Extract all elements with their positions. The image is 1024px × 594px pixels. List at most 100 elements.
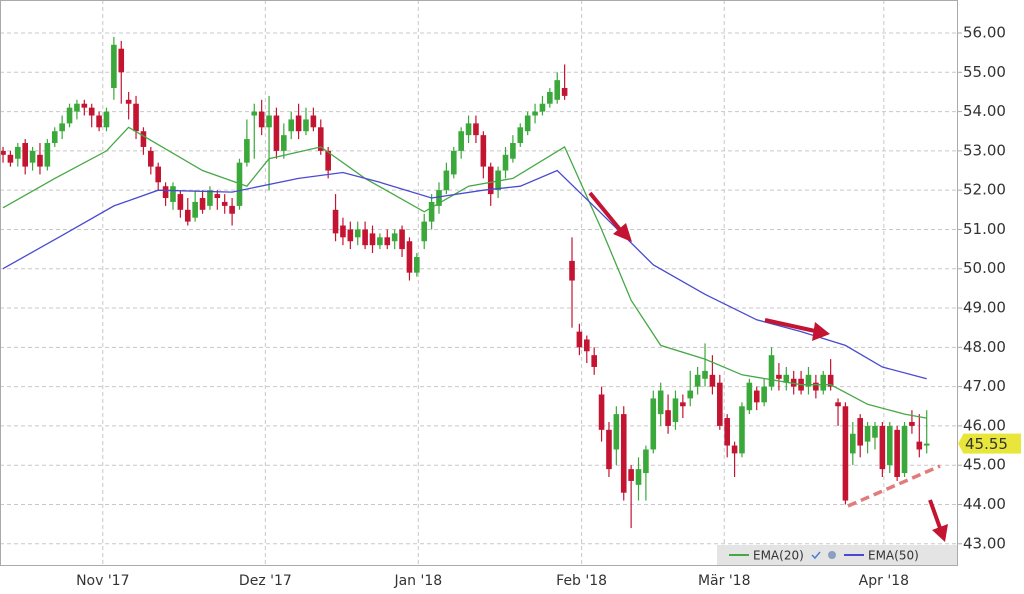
arrow: [928, 499, 942, 529]
candle-body: [428, 201, 435, 222]
candle-body: [347, 229, 354, 242]
candle: [251, 103, 258, 159]
candle-body: [221, 201, 228, 206]
candle-body: [354, 229, 361, 238]
candle: [414, 253, 420, 277]
candle: [842, 402, 849, 505]
candle-body: [827, 374, 834, 387]
candle: [458, 127, 464, 159]
candle-body: [783, 374, 790, 383]
candle: [694, 366, 701, 395]
candle: [406, 237, 413, 281]
y-tick-label: 49.00: [963, 299, 1006, 317]
candle: [620, 406, 627, 501]
x-tick-label: Feb '18: [556, 573, 607, 589]
candle-body: [258, 111, 265, 128]
candle: [465, 115, 472, 144]
candle: [746, 378, 753, 415]
candle-body: [421, 221, 428, 242]
candle-body: [598, 394, 605, 430]
candle-body: [776, 374, 782, 379]
legend-check: [811, 551, 821, 560]
last-price-label: 45.55: [965, 435, 1008, 453]
legend-label: EMA(20): [753, 549, 804, 563]
candle: [776, 363, 782, 391]
candle: [118, 40, 125, 104]
candle: [805, 366, 812, 395]
candle: [236, 158, 243, 210]
candle-body: [850, 433, 856, 454]
candle: [96, 111, 102, 132]
arrow-head: [613, 223, 632, 242]
candle: [790, 370, 797, 395]
candle: [421, 213, 428, 250]
candle: [37, 143, 43, 175]
candle: [894, 425, 900, 481]
y-tick-label: 43.00: [963, 534, 1006, 552]
candle-body: [820, 374, 827, 391]
candle-body: [569, 260, 575, 281]
candle-body: [88, 107, 95, 116]
candle-body: [59, 123, 65, 132]
candle-body: [288, 119, 295, 132]
candle: [15, 143, 21, 167]
candle-body: [391, 233, 398, 242]
candle: [643, 445, 649, 501]
candle-body: [657, 390, 664, 415]
candle-body: [384, 237, 391, 246]
candle-body: [148, 150, 154, 167]
candle-body: [879, 425, 886, 470]
candle-body: [199, 198, 206, 210]
candle-body: [620, 414, 627, 493]
candle: [731, 441, 738, 477]
arrow: [764, 318, 816, 333]
candle-body: [125, 99, 132, 104]
candle: [74, 99, 80, 120]
y-tick-label: 47.00: [963, 377, 1006, 395]
candle: [598, 386, 605, 442]
candle-body: [66, 107, 73, 124]
candle-body: [229, 205, 235, 214]
legend-icon: [828, 551, 836, 559]
y-tick-label: 55.00: [963, 63, 1006, 81]
candle-body: [44, 143, 51, 167]
candle: [22, 139, 28, 175]
candle-body: [81, 103, 88, 108]
candle: [148, 146, 154, 175]
candle-body: [709, 374, 716, 387]
candle: [281, 123, 287, 159]
ema-line: [2, 169, 927, 380]
x-tick-label: Apr '18: [859, 573, 909, 589]
candle-body: [872, 425, 878, 438]
y-tick-label: 45.00: [963, 456, 1006, 474]
candle-body: [857, 418, 863, 446]
candle: [576, 323, 583, 356]
candle-body: [332, 209, 339, 234]
candle-body: [628, 469, 634, 481]
annotations: [588, 191, 948, 542]
last-price-box: [963, 433, 1021, 454]
candle: [886, 421, 893, 474]
candle: [539, 95, 546, 116]
candle-body: [192, 201, 198, 218]
candle-body: [37, 154, 43, 167]
candle: [229, 198, 235, 226]
legend-box: [717, 545, 957, 565]
candle-body: [591, 355, 597, 367]
candle: [813, 374, 819, 399]
candle: [317, 119, 324, 155]
candle: [162, 182, 169, 206]
candle-body: [273, 115, 280, 151]
last-price-pointer: [958, 434, 963, 453]
candle-body: [672, 398, 679, 422]
candle: [820, 370, 827, 395]
candle: [177, 190, 184, 218]
candle: [111, 36, 117, 100]
candle: [207, 186, 213, 210]
candle-body: [362, 229, 368, 246]
candle: [657, 382, 664, 426]
candle-body: [303, 119, 309, 132]
candle: [473, 115, 479, 144]
candle: [399, 225, 405, 257]
